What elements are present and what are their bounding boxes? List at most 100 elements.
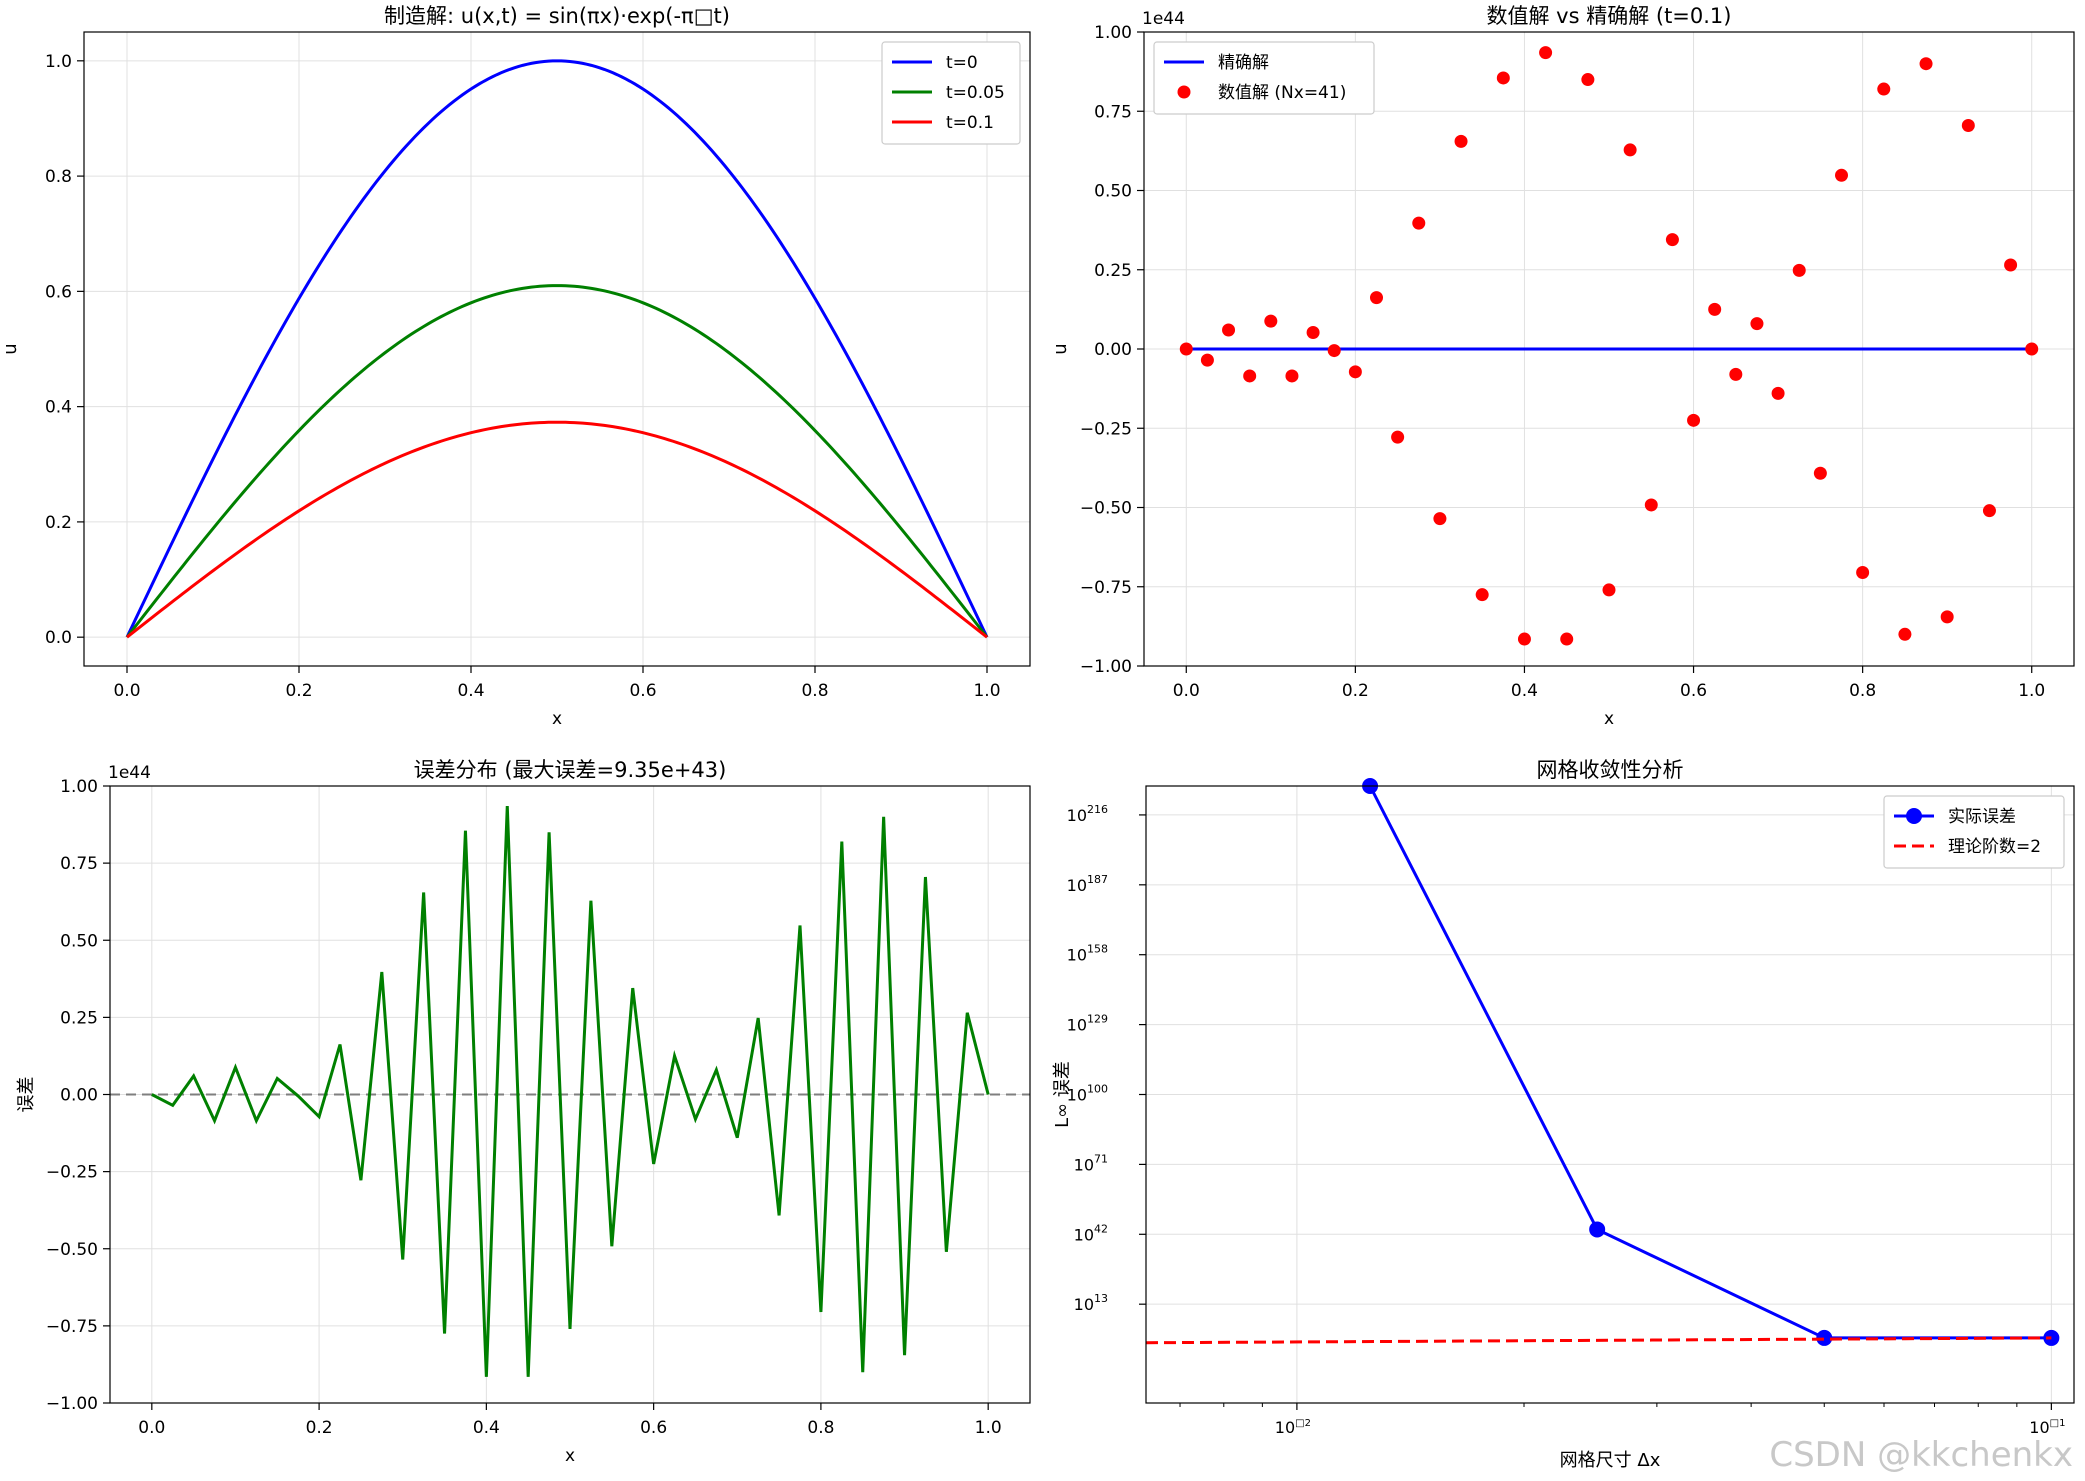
x-axis-label: x: [565, 1446, 575, 1466]
y-tick-label: −1.00: [1080, 657, 1132, 677]
y-tick-label: 1.00: [1094, 23, 1132, 43]
y-axis-label: L∞ 误差: [1052, 1061, 1073, 1128]
legend-label: t=0: [946, 53, 978, 73]
data-point: [1179, 342, 1193, 356]
chart-title: 网格收敛性分析: [1537, 758, 1684, 782]
x-axis-label: x: [552, 709, 562, 729]
x-tick-label: 1.0: [973, 681, 1000, 701]
data-point: [1602, 583, 1616, 597]
data-point: [1665, 233, 1679, 247]
data-point: [1940, 610, 1954, 624]
axes-frame: [1145, 785, 2075, 1404]
data-point: [1961, 119, 1975, 133]
data-point: [1898, 627, 1912, 641]
y-tick-label: 0.50: [60, 931, 98, 951]
data-point: [1370, 291, 1383, 305]
y-tick-label: −0.25: [1080, 419, 1132, 439]
data-point: [1792, 263, 1806, 277]
legend-label: 实际误差: [1948, 807, 2016, 827]
x-axis-label: x: [1604, 709, 1614, 729]
x-tick-label: 0.2: [306, 1418, 333, 1438]
series-line-1: [125, 59, 989, 638]
x-tick-label: 0.6: [1680, 681, 1707, 701]
y-axis-label: u: [0, 343, 21, 354]
x-tick-label: 0.2: [1342, 681, 1369, 701]
x-tick-label: 0.8: [1849, 681, 1876, 701]
data-point: [1348, 365, 1362, 379]
y-tick-label: −1.00: [46, 1394, 98, 1414]
legend-label: t=0.05: [946, 83, 1005, 103]
legend: t=0 t=0.05 t=0.1: [881, 41, 1021, 145]
axes-frame: [83, 31, 1031, 667]
data-point: [1623, 143, 1637, 157]
data-point: [1517, 632, 1531, 646]
watermark: CSDN @kkchenkx: [1769, 1435, 2073, 1475]
data-point: [1813, 466, 1827, 480]
chart-panel-4: 10□2 10□110131042107110100101291015810187…: [1052, 758, 2075, 1471]
chart-panel-3: 0.0 0.2 0.4 0.6 0.8 1.0 −1.00 −0.75 −0.50 −0.25 0.…: [16, 758, 1031, 1466]
y-axis-label: u: [1050, 343, 1071, 354]
y-tick-label: −0.50: [1080, 499, 1132, 519]
y-tick-label: 0.4: [45, 398, 72, 418]
data-point: [1200, 353, 1214, 367]
chart-title: 误差分布 (最大误差=9.35e+43): [414, 758, 727, 782]
chart-panel-1: 0.0 0.2 0.4 0.6 0.8 1.0 0.0 0.2 0.4 0.6 0.8 1.0 制造解:…: [0, 4, 1031, 729]
legend-label: 数值解 (Nx=41): [1218, 83, 1346, 103]
data-point: [1750, 317, 1764, 331]
data-point: [1327, 344, 1341, 358]
data-point: [1539, 46, 1553, 60]
series-line-2: [1145, 1336, 2052, 1345]
y-tick-label: 10187: [1067, 873, 1108, 895]
x-tick-label: 0.4: [473, 1418, 500, 1438]
y-tick-label: 0.75: [1094, 102, 1132, 122]
series-line-1: [1368, 785, 2052, 1340]
y-tick-label: 0.75: [60, 854, 98, 874]
data-point: [1771, 386, 1785, 400]
data-point: [1243, 369, 1257, 383]
y-tick-label: 1042: [1074, 1222, 1108, 1244]
y-tick-label: 1.0: [45, 52, 72, 72]
y-tick-label: 0.50: [1094, 182, 1132, 202]
axes-frame: [109, 785, 1031, 1404]
legend-marker: [1177, 85, 1191, 99]
legend-box: [1883, 795, 2065, 869]
data-point: [1919, 57, 1933, 71]
data-point: [1708, 302, 1722, 316]
data-point: [2004, 258, 2018, 272]
data-point: [1433, 512, 1447, 526]
x-tick-label: 10□2: [1275, 1418, 1311, 1437]
y-tick-label: 0.8: [45, 167, 72, 187]
y-tick-label: 10158: [1067, 943, 1108, 965]
y-tick-label: 1.00: [60, 777, 98, 797]
y-tick-label: 0.00: [60, 1086, 98, 1106]
x-tick-label: 0.6: [640, 1418, 667, 1438]
y-tick-label: 0.6: [45, 282, 72, 302]
x-tick-label: 0.0: [138, 1418, 165, 1438]
chart-panel-2: 0.0 0.2 0.4 0.6 0.8 1.0 −1.00 −0.75 −0.50 −0.25 0.…: [1050, 4, 2075, 729]
series-line-2: [125, 284, 989, 639]
data-point: [1581, 73, 1595, 87]
x-tick-label: 0.8: [801, 681, 828, 701]
legend-box: [881, 41, 1021, 145]
data-point: [1454, 134, 1468, 148]
y-tick-label: −0.50: [46, 1240, 98, 1260]
data-point: [1496, 71, 1510, 85]
x-tick-label: 0.4: [457, 681, 484, 701]
data-point: [1589, 1221, 1606, 1238]
y-tick-label: 0.0: [45, 628, 72, 648]
x-tick-label: 0.2: [285, 681, 312, 701]
axes-frame: [1143, 31, 2075, 667]
y-tick-label: −0.25: [46, 1163, 98, 1183]
legend-marker: [1906, 808, 1922, 824]
scale-label: 1e44: [108, 763, 151, 783]
x-tick-label: 0.4: [1511, 681, 1538, 701]
data-point: [1306, 326, 1320, 340]
y-tick-label: 1071: [1074, 1152, 1108, 1174]
x-tick-label: 1.0: [975, 1418, 1002, 1438]
scale-label: 1e44: [1142, 9, 1185, 29]
legend-label: 理论阶数=2: [1948, 837, 2041, 857]
x-tick-label: 0.0: [113, 681, 140, 701]
